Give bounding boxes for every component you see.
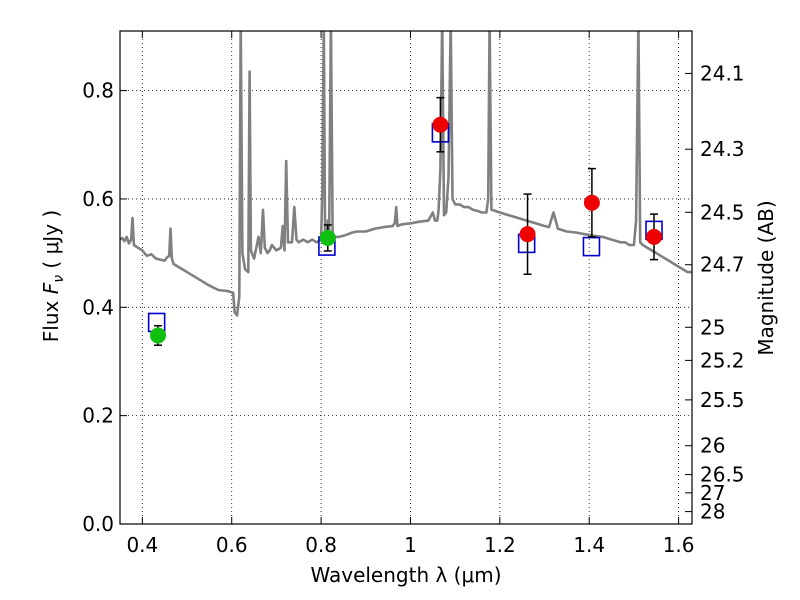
y-axis-label: Flux Fν ( μJy )	[39, 210, 67, 342]
y-axis-label-prefix: Flux	[39, 294, 63, 342]
x-tick-label: 0.8	[305, 533, 337, 557]
axis-ticks: 0.4 0.6 0.8 1 1.2 1.4 1.6 0.0 0.2 0.4 0.6 0.8 24.1 24…	[82, 31, 745, 557]
red-data-point	[583, 194, 600, 211]
y2-tick-label: 26	[700, 434, 725, 458]
y2-tick-label: 27	[700, 481, 725, 505]
y2-tick-label: 25.2	[700, 348, 745, 372]
y-tick-label: 0.0	[82, 512, 114, 536]
y-tick-label: 0.6	[82, 187, 114, 211]
red-data-point	[432, 116, 449, 133]
red-data-point	[519, 226, 536, 243]
model-photometry-square	[582, 236, 601, 257]
y2-tick-label: 24.3	[700, 137, 745, 161]
y-tick-label: 0.8	[82, 79, 114, 103]
plot-area	[120, 31, 692, 346]
plot-frame	[119, 30, 693, 525]
y2-tick-label: 24.5	[700, 200, 745, 224]
y2-tick-label: 25.5	[700, 388, 745, 412]
green-data-point	[319, 229, 336, 246]
y2-tick-label: 28	[700, 500, 725, 524]
y2-axis-label: Magnitude (AB)	[754, 200, 778, 355]
x-tick-label: 0.6	[216, 533, 248, 557]
y-tick-label: 0.2	[82, 404, 114, 428]
y-axis-label-subscript: ν	[51, 275, 67, 283]
x-tick-label: 1.2	[484, 533, 516, 557]
x-tick-label: 1.4	[573, 533, 605, 557]
x-axis-label: Wavelength λ (μm)	[310, 563, 501, 587]
y2-tick-label: 24.7	[700, 253, 745, 277]
y-axis-label-suffix: ( μJy )	[39, 210, 63, 275]
y2-tick-label: 25	[700, 315, 725, 339]
green-data-point	[149, 327, 166, 344]
y2-tick-label: 24.1	[700, 61, 745, 85]
x-tick-label: 0.4	[126, 533, 158, 557]
x-tick-label: 1.6	[663, 533, 695, 557]
y-tick-label: 0.4	[82, 295, 114, 319]
y-axis-label-symbol: F	[39, 282, 63, 294]
x-tick-label: 1	[404, 533, 417, 557]
red-data-point	[646, 228, 663, 245]
model-spectrum-line	[120, 31, 692, 317]
y2-tick-label: 26.5	[700, 463, 745, 487]
